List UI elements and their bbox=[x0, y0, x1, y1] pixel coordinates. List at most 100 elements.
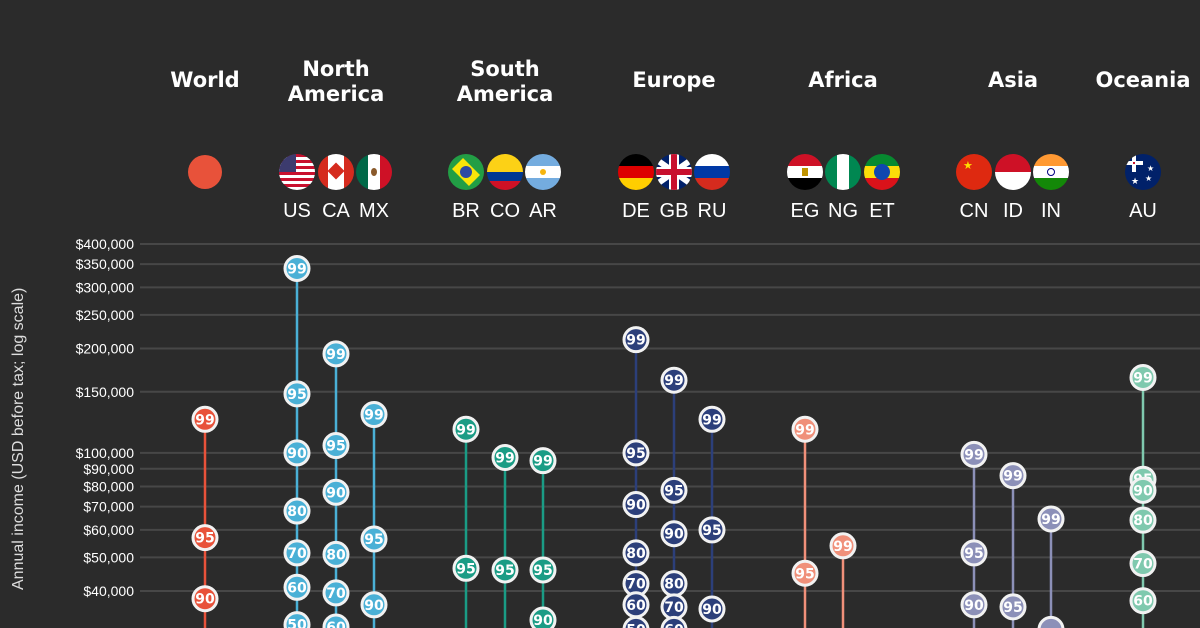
percentile-dot bbox=[1037, 505, 1065, 533]
percentile-label: 60 bbox=[1133, 594, 1153, 610]
flag-world-icon bbox=[188, 155, 222, 189]
y-tick-label: $100,000 bbox=[76, 445, 135, 461]
percentile-marker: 90 bbox=[322, 478, 350, 506]
percentile-dot bbox=[283, 497, 311, 525]
percentile-dot bbox=[360, 401, 388, 429]
percentile-label: 90 bbox=[326, 485, 346, 501]
percentile-dot bbox=[283, 611, 311, 628]
percentile-label: 70 bbox=[287, 546, 307, 562]
percentile-dot bbox=[1129, 550, 1157, 578]
percentile-label: 95 bbox=[664, 483, 683, 499]
country-code: MX bbox=[359, 200, 389, 222]
percentile-dot bbox=[660, 366, 688, 394]
country-code: EG bbox=[790, 200, 820, 222]
percentile-marker: 99 bbox=[791, 415, 819, 443]
percentile-label: 95 bbox=[195, 531, 214, 547]
percentile-label: 99 bbox=[795, 422, 814, 438]
percentile-marker: 50 bbox=[622, 615, 650, 628]
percentile-marker: 99 bbox=[999, 462, 1027, 490]
y-tick-label: $350,000 bbox=[76, 256, 135, 272]
percentile-marker: 95 bbox=[529, 556, 557, 584]
percentile-marker: 95 bbox=[660, 476, 688, 504]
percentile-dot bbox=[622, 539, 650, 567]
percentile-marker: 80 bbox=[283, 497, 311, 525]
percentile-dot bbox=[322, 613, 350, 628]
percentile-marker: 95 bbox=[283, 380, 311, 408]
flag-id-icon bbox=[995, 154, 1031, 190]
percentile-label: 80 bbox=[664, 577, 684, 593]
percentile-dot bbox=[698, 405, 726, 433]
percentile-marker: 80 bbox=[660, 570, 688, 598]
percentile-label: 99 bbox=[326, 347, 345, 363]
percentile-dot bbox=[529, 606, 557, 628]
flag-ru-icon bbox=[694, 154, 730, 190]
percentile-marker: 95 bbox=[191, 524, 219, 552]
percentile-dot bbox=[622, 326, 650, 354]
percentile-dot bbox=[660, 615, 688, 628]
percentile-marker: 99 bbox=[622, 326, 650, 354]
flag-ng-icon bbox=[825, 154, 861, 190]
percentile-label: 70 bbox=[1133, 557, 1153, 573]
percentile-marker: 99 bbox=[1129, 363, 1157, 391]
percentile-dot bbox=[283, 573, 311, 601]
region-title: Asia bbox=[987, 68, 1039, 92]
percentile-dot bbox=[1129, 506, 1157, 534]
percentile-marker: 70 bbox=[322, 579, 350, 607]
percentile-label: 95 bbox=[495, 563, 514, 579]
percentile-dot bbox=[283, 254, 311, 282]
percentile-dot bbox=[452, 554, 480, 582]
country-code: DE bbox=[622, 200, 650, 222]
percentile-marker: 80 bbox=[322, 540, 350, 568]
percentile-label: 95 bbox=[326, 439, 345, 455]
percentile-marker: 70 bbox=[660, 593, 688, 621]
percentile-label: 99 bbox=[664, 373, 683, 389]
percentile-marker: 99 bbox=[829, 532, 857, 560]
percentile-label: 99 bbox=[533, 454, 552, 470]
percentile-marker: 60 bbox=[1129, 587, 1157, 615]
percentile-dot bbox=[622, 439, 650, 467]
percentile-label: 50 bbox=[287, 618, 307, 628]
y-tick-label: $60,000 bbox=[83, 522, 134, 538]
y-tick-label: $80,000 bbox=[83, 479, 134, 495]
flag-au-icon: ★ ★ ★ bbox=[1125, 154, 1161, 190]
percentile-label: 90 bbox=[702, 602, 722, 618]
percentile-marker: 95 bbox=[491, 556, 519, 584]
region-title: Africa bbox=[808, 68, 878, 92]
country-code: ET bbox=[869, 200, 895, 222]
percentile-marker: 90 bbox=[529, 606, 557, 628]
percentile-marker: 90 bbox=[1129, 476, 1157, 504]
percentile-label: 60 bbox=[287, 580, 307, 596]
flag-ca-icon bbox=[318, 154, 354, 190]
percentile-label: 99 bbox=[833, 539, 852, 555]
y-tick-label: $150,000 bbox=[76, 384, 135, 400]
percentile-marker: 99 bbox=[491, 444, 519, 472]
percentile-label: 99 bbox=[195, 412, 214, 428]
percentile-label: 70 bbox=[326, 586, 346, 602]
percentile-dot bbox=[660, 476, 688, 504]
percentile-dot bbox=[622, 491, 650, 519]
flag-eg-icon bbox=[787, 154, 823, 190]
percentile-marker: 80 bbox=[622, 539, 650, 567]
country-code: RU bbox=[697, 200, 727, 222]
percentile-label: 90 bbox=[287, 446, 307, 462]
percentile-dot bbox=[322, 432, 350, 460]
percentile-label: 60 bbox=[626, 598, 646, 614]
percentile-label: 99 bbox=[702, 412, 721, 428]
percentile-marker: 95 bbox=[360, 525, 388, 553]
percentile-marker: 70 bbox=[1129, 550, 1157, 578]
y-tick-label: $200,000 bbox=[76, 340, 135, 356]
percentile-marker bbox=[1037, 615, 1065, 628]
percentile-label: 99 bbox=[1041, 512, 1060, 528]
percentile-label: 99 bbox=[287, 261, 306, 277]
y-tick-label: $250,000 bbox=[76, 307, 135, 323]
percentile-marker: 99 bbox=[698, 405, 726, 433]
percentile-dot bbox=[191, 405, 219, 433]
region-title: South America bbox=[456, 57, 554, 106]
percentile-label: 60 bbox=[326, 620, 346, 628]
percentile-marker: 60 bbox=[622, 591, 650, 619]
y-tick-label: $90,000 bbox=[83, 461, 134, 477]
percentile-dot bbox=[698, 516, 726, 544]
country-code: AU bbox=[1129, 200, 1157, 222]
flag-de-icon bbox=[618, 154, 654, 190]
